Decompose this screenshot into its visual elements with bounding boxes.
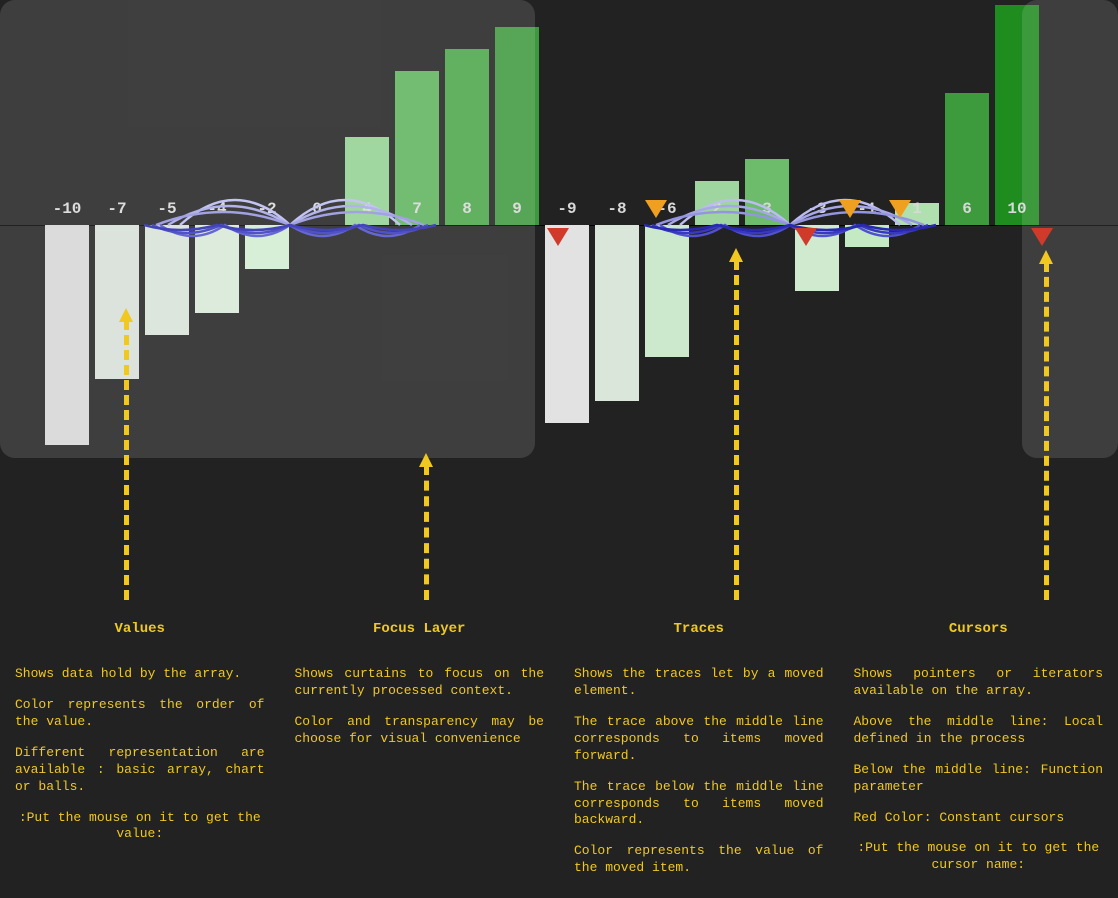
arrow-head-icon: [419, 453, 433, 467]
desc-focus: Focus Layer Shows curtains to focus on t…: [280, 620, 560, 891]
desc-traces: Traces Shows the traces let by a moved e…: [559, 620, 839, 891]
cursor-icon[interactable]: [1031, 228, 1053, 246]
cursor-icon[interactable]: [547, 228, 569, 246]
desc-title: Traces: [574, 620, 824, 638]
desc-para: Shows data hold by the array.: [15, 666, 265, 683]
annotation-arrow: [424, 465, 429, 600]
desc-para: Red Color: Constant cursors: [854, 810, 1104, 827]
desc-para: Shows the traces let by a moved element.: [574, 666, 824, 700]
desc-para: Shows pointers or iterators available on…: [854, 666, 1104, 700]
value-label: -3: [807, 200, 826, 218]
desc-cursors: Cursors Shows pointers or iterators avai…: [839, 620, 1118, 891]
desc-para: Shows curtains to focus on the currently…: [295, 666, 545, 700]
arrow-head-icon: [1039, 250, 1053, 264]
annotation-arrow: [734, 260, 739, 600]
desc-para: Below the middle line: Function paramete…: [854, 762, 1104, 796]
value-bar[interactable]: [645, 225, 689, 357]
value-label: -8: [607, 200, 626, 218]
value-bar[interactable]: [595, 225, 639, 401]
focus-panel: [0, 0, 535, 458]
cursor-icon[interactable]: [645, 200, 667, 218]
desc-values: Values Shows data hold by the array. Col…: [0, 620, 280, 891]
desc-para: Color represents the order of the value.: [15, 697, 265, 731]
cursor-icon[interactable]: [839, 200, 861, 218]
desc-para: Above the middle line: Local defined in …: [854, 714, 1104, 748]
desc-para: Color represents the value of the moved …: [574, 843, 824, 877]
desc-para: The trace above the middle line correspo…: [574, 714, 824, 765]
desc-para: Different representation are available :…: [15, 745, 265, 796]
description-row: Values Shows data hold by the array. Col…: [0, 620, 1118, 891]
desc-para: :Put the mouse on it to get the cursor n…: [854, 840, 1104, 874]
annotation-arrow: [1044, 262, 1049, 600]
desc-title: Focus Layer: [295, 620, 545, 638]
chart-area: -10-7-5-4-204789-9-8-623-3-11610: [0, 0, 1118, 460]
arrow-head-icon: [119, 308, 133, 322]
value-label: 1: [912, 200, 922, 218]
value-label: 2: [712, 200, 722, 218]
arrow-head-icon: [729, 248, 743, 262]
value-label: 6: [962, 200, 972, 218]
desc-para: :Put the mouse on it to get the value:: [15, 810, 265, 844]
desc-para: Color and transparency may be choose for…: [295, 714, 545, 748]
annotation-arrow: [124, 320, 129, 600]
value-bar[interactable]: [545, 225, 589, 423]
desc-para: The trace below the middle line correspo…: [574, 779, 824, 830]
value-bar[interactable]: [845, 225, 889, 247]
value-label: 3: [762, 200, 772, 218]
value-label: -9: [557, 200, 576, 218]
cursor-icon[interactable]: [795, 228, 817, 246]
desc-title: Cursors: [854, 620, 1104, 638]
cursor-icon[interactable]: [889, 200, 911, 218]
desc-title: Values: [15, 620, 265, 638]
